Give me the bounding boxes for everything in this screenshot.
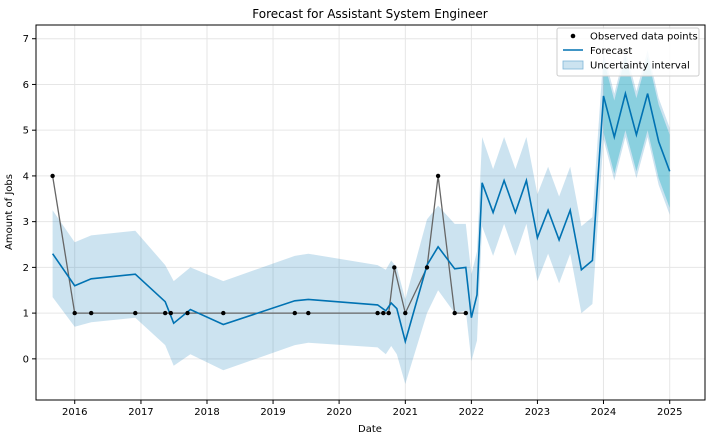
forecast-line-layer [51,90,671,345]
legend-uncertainty-label: Uncertainty interval [590,61,690,72]
y-tick-label: 3 [23,217,29,228]
legend-observed-marker [570,33,576,39]
y-tick-label: 6 [23,80,29,91]
observed-point [89,310,94,316]
x-tick-label: 2025 [657,407,682,418]
y-tick-label: 1 [23,309,29,320]
x-tick-label: 2019 [260,407,285,418]
x-tick-label: 2022 [459,407,484,418]
x-tick-label: 2021 [393,407,418,418]
observed-point [50,173,55,179]
legend: Observed data points Forecast Uncertaint… [556,27,700,77]
observed-point [392,265,397,270]
plot-frame [35,24,706,401]
observed-point [386,310,391,316]
x-axis-label: Date [358,424,382,435]
observed-point [452,310,457,316]
observed-points-layer [50,173,468,316]
y-tick-label: 4 [23,171,29,182]
x-tick-label: 2016 [62,407,87,418]
y-tick-label: 0 [23,354,29,365]
legend-forecast-label: Forecast [590,46,632,57]
legend-observed-label: Observed data points [590,32,698,43]
observed-point [221,310,226,316]
observed-point [133,310,138,316]
uncertainty-band [52,50,670,384]
x-tick-label: 2020 [326,407,351,418]
observed-point [424,265,430,270]
grid-layer [36,25,705,400]
observed-point [381,310,386,316]
observed-point [168,310,173,316]
observed-point [306,310,311,316]
legend-uncertainty-swatch [562,60,584,70]
x-tick-label: 2018 [194,407,219,418]
observed-point [463,310,468,316]
observed-point [375,310,380,316]
observed-point [72,310,77,316]
observed-point [403,310,408,316]
y-axis-label: Amount of Jobs [4,174,15,250]
forecast-line [51,90,671,345]
x-tick-label: 2023 [525,407,550,418]
y-tick-label: 2 [23,263,29,274]
observed-point [435,173,441,179]
legend-box [556,27,700,77]
y-tick-label: 5 [23,126,29,137]
observed-point [185,310,190,316]
observed-point [163,310,168,316]
chart-title: Forecast for Assistant System Engineer [252,7,487,21]
x-tick-label: 2024 [591,407,616,418]
y-tick-label: 7 [23,34,29,45]
y-tick-layer: 0 1 2 3 4 5 6 7 [23,34,36,365]
x-tick-label: 2017 [128,407,153,418]
x-tick-layer: 2016 2017 2018 2019 2020 2021 2022 2023 2024 2025 [62,400,682,418]
observed-point [292,310,297,316]
